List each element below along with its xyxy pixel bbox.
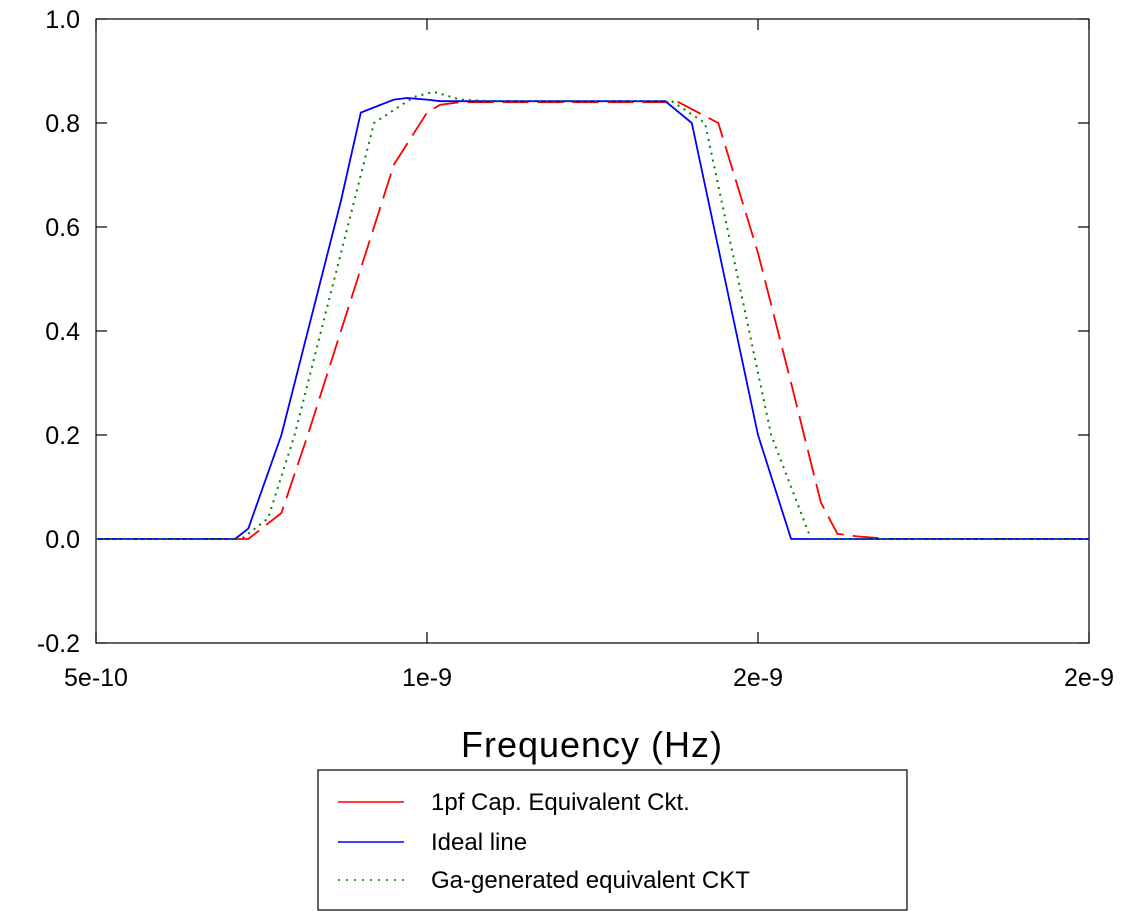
y-tick-label: 0.0 bbox=[45, 526, 80, 554]
series-line-ga-generated-equivalent-ckt bbox=[96, 90, 1089, 540]
plot-frame bbox=[95, 18, 1090, 644]
y-axis: 1.0 0.8 0.6 0.4 0.2 0.0 -0.2 bbox=[37, 6, 1089, 658]
y-tick-label: -0.2 bbox=[37, 630, 80, 658]
legend: 1pf Cap. Equivalent Ckt. Ideal line Ga-g… bbox=[317, 769, 908, 911]
legend-label-ideal-line: Ideal line bbox=[431, 829, 527, 856]
legend-label-1pf-cap: 1pf Cap. Equivalent Ckt. bbox=[431, 789, 690, 816]
y-tick-label: 0.8 bbox=[45, 110, 80, 138]
x-axis: 5e-10 1e-9 2e-9 2e-9 bbox=[64, 19, 1114, 692]
y-tick-label: 0.6 bbox=[45, 214, 80, 242]
y-tick-label: 0.4 bbox=[45, 318, 80, 346]
x-tick-label: 2e-9 bbox=[1064, 664, 1114, 692]
x-tick-label: 5e-10 bbox=[64, 664, 128, 692]
y-tick-label: 0.2 bbox=[45, 422, 80, 450]
x-axis-label: Frequency (Hz) bbox=[461, 724, 723, 765]
series-line-ideal-line bbox=[96, 97, 1089, 540]
legend-label-ga-generated: Ga-generated equivalent CKT bbox=[431, 867, 750, 894]
series-line-1pf-cap-equivalent-ckt bbox=[96, 101, 1089, 540]
legend-box bbox=[317, 769, 908, 911]
x-tick-label: 1e-9 bbox=[402, 664, 452, 692]
series-layer bbox=[96, 90, 1089, 540]
x-tick-label: 2e-9 bbox=[733, 664, 783, 692]
y-tick-label: 1.0 bbox=[45, 6, 80, 34]
